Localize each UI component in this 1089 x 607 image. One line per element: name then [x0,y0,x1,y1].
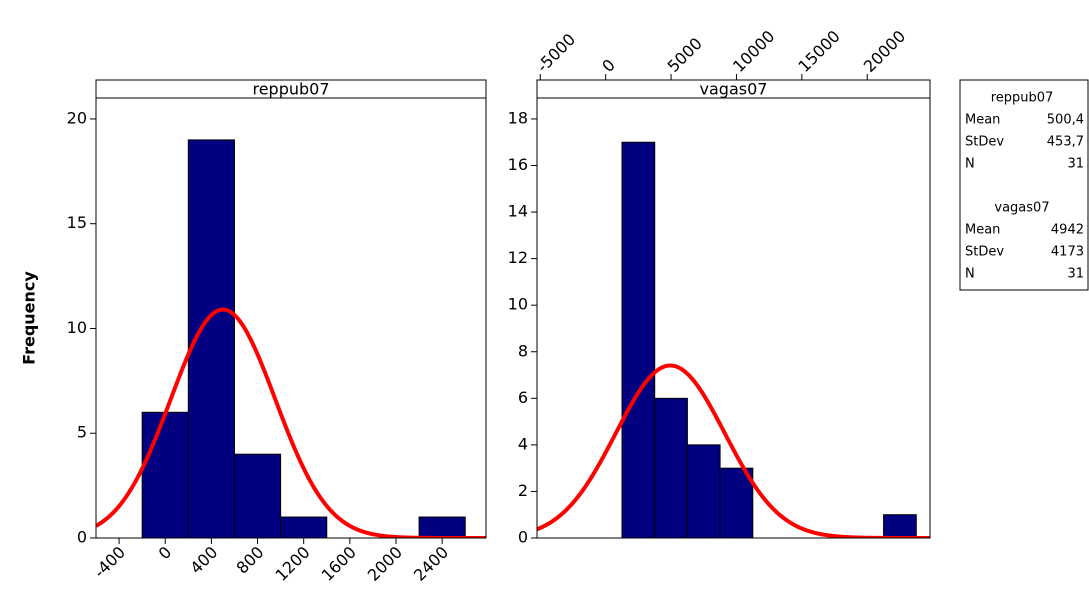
x-tick-label: -400 [90,543,129,582]
stats-title: reppub07 [991,91,1054,106]
y-tick-label: 4 [518,434,528,453]
stats-value: 31 [1067,157,1084,172]
y-tick-label: 10 [67,318,87,337]
y-tick-label: 2 [518,481,528,500]
stats-value: 31 [1067,267,1084,282]
y-tick-label: 8 [518,341,528,360]
bar [883,514,917,538]
plot-frame [95,97,487,539]
y-tick-label: 6 [518,388,528,407]
bar [719,467,754,538]
x-tick-label: -5000 [533,30,579,76]
bar [141,411,189,538]
y-tick-label: 18 [508,108,528,127]
stats-label: StDev [965,245,1004,260]
x-tick-label: 20000 [860,27,909,76]
stats-label: N [965,267,975,282]
y-tick-label: 0 [518,528,528,547]
bar [280,516,328,538]
y-tick-label: 12 [508,248,528,267]
stats-value: 453,7 [1047,135,1084,150]
bar [233,453,282,538]
x-tick-label: 2000 [364,543,406,585]
stats-label: Mean [965,223,1000,238]
y-axis-label: Frequency [20,271,39,365]
x-tick-label: 1600 [318,543,360,585]
stats-title: vagas07 [994,201,1049,216]
bar [686,444,721,538]
x-tick-label: 1200 [271,543,313,585]
y-tick-label: 10 [508,295,528,314]
plot-area [96,139,486,538]
stats-label: Mean [965,113,1000,128]
bar [418,516,466,538]
y-tick-label: 20 [67,108,87,127]
plot-frame [536,97,931,539]
y-tick-label: 14 [508,202,528,221]
bar [654,397,688,538]
plot-area [537,141,930,538]
stats-value: 4942 [1051,223,1084,238]
x-tick-label: 10000 [729,27,778,76]
x-tick-label: 0 [155,543,176,564]
stats-label: StDev [965,135,1004,150]
stats-label: N [965,157,975,172]
y-tick-label: 5 [77,423,87,442]
x-tick-label: 800 [233,543,268,578]
stats-value: 4173 [1051,245,1084,260]
panel-title: vagas07 [700,80,768,99]
x-tick-label: 5000 [664,34,706,76]
x-tick-label: 2400 [410,543,452,585]
y-tick-label: 16 [508,155,528,174]
x-tick-label: 15000 [794,27,843,76]
stats-value: 500,4 [1047,113,1084,128]
x-tick-label: 0 [598,55,619,76]
x-tick-label: 400 [186,543,221,578]
stats-box [959,79,1089,291]
bar [621,141,656,538]
panel-title: reppub07 [252,80,329,99]
y-tick-label: 15 [67,213,87,232]
y-tick-label: 0 [77,528,87,547]
